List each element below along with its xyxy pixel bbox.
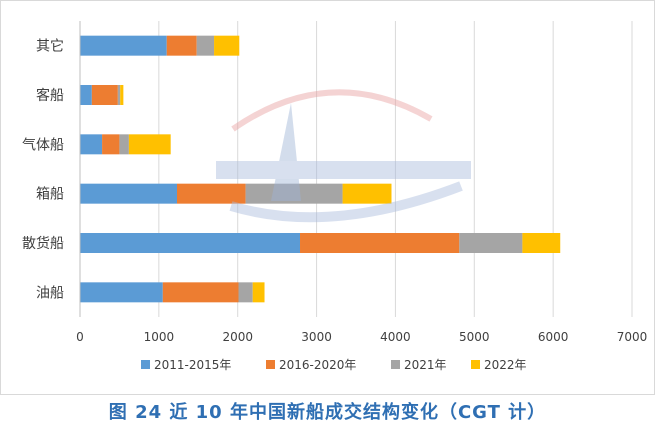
bar-segment-2-5 bbox=[238, 282, 253, 303]
bar-segment-0-5 bbox=[80, 282, 163, 303]
category-label: 箱船 bbox=[36, 187, 64, 203]
x-tick-label: 5000 bbox=[459, 330, 490, 344]
category-label: 客船 bbox=[36, 87, 64, 104]
x-tick-label: 1000 bbox=[144, 330, 175, 344]
category-label: 其它 bbox=[36, 38, 64, 55]
x-tick-label: 4000 bbox=[380, 330, 411, 344]
category-label: 油船 bbox=[36, 285, 64, 301]
bar-segment-0-3 bbox=[80, 183, 177, 204]
bar-segment-2-2 bbox=[119, 134, 129, 155]
bar-segment-0-0 bbox=[80, 35, 167, 56]
x-tick-label: 7000 bbox=[617, 330, 648, 344]
bar-segment-2-1 bbox=[117, 85, 121, 105]
x-tick-label: 6000 bbox=[538, 330, 569, 344]
legend: 2011-2015年 2016-2020年 2021年 2022年 bbox=[141, 358, 527, 372]
gridlines bbox=[158, 21, 633, 317]
figure-caption: 图 24 近 10 年中国新船成交结构变化（CGT 计） bbox=[108, 402, 547, 423]
legend-label: 2016-2020年 bbox=[279, 358, 356, 372]
bar-segment-1-1 bbox=[91, 85, 118, 105]
legend-swatch bbox=[266, 360, 275, 369]
bar-segment-3-2 bbox=[128, 134, 171, 155]
chart-container: 0 1000 2000 3000 4000 5000 6000 7000 其它客船气体船箱船散货… bbox=[0, 0, 655, 395]
bars bbox=[80, 35, 561, 303]
axes: 0 1000 2000 3000 4000 5000 6000 7000 其它客船气体船箱船散货… bbox=[22, 21, 647, 344]
bar-segment-1-5 bbox=[162, 282, 239, 303]
bar-segment-0-4 bbox=[80, 233, 301, 253]
bar-segment-1-3 bbox=[176, 183, 246, 204]
bar-segment-1-0 bbox=[166, 35, 197, 56]
x-tick-label: 2000 bbox=[222, 330, 253, 344]
stacked-bar-chart: 0 1000 2000 3000 4000 5000 6000 7000 其它客船气体船箱船散货… bbox=[22, 21, 647, 372]
legend-label: 2022年 bbox=[484, 358, 527, 372]
bar-segment-1-2 bbox=[102, 134, 120, 155]
bar-segment-3-0 bbox=[214, 35, 240, 56]
category-label: 散货船 bbox=[22, 235, 64, 252]
legend-swatch bbox=[391, 360, 400, 369]
bar-segment-3-5 bbox=[252, 282, 265, 303]
x-tick-label: 3000 bbox=[301, 330, 332, 344]
bar-segment-1-4 bbox=[300, 233, 460, 253]
bar-segment-0-2 bbox=[80, 134, 103, 155]
bar-segment-3-1 bbox=[120, 85, 124, 105]
legend-label: 2021年 bbox=[404, 358, 447, 372]
bar-segment-3-3 bbox=[342, 183, 392, 204]
legend-label: 2011-2015年 bbox=[154, 358, 231, 372]
bar-segment-2-3 bbox=[245, 183, 343, 204]
bar-segment-2-4 bbox=[459, 233, 523, 253]
legend-swatch bbox=[471, 360, 480, 369]
bar-segment-3-4 bbox=[522, 233, 561, 253]
bar-segment-0-1 bbox=[80, 85, 92, 105]
ansi-watermark-logo bbox=[216, 89, 471, 223]
bar-segment-2-0 bbox=[196, 35, 215, 56]
category-label: 气体船 bbox=[22, 137, 64, 153]
legend-swatch bbox=[141, 360, 150, 369]
x-tick-label: 0 bbox=[76, 330, 84, 344]
